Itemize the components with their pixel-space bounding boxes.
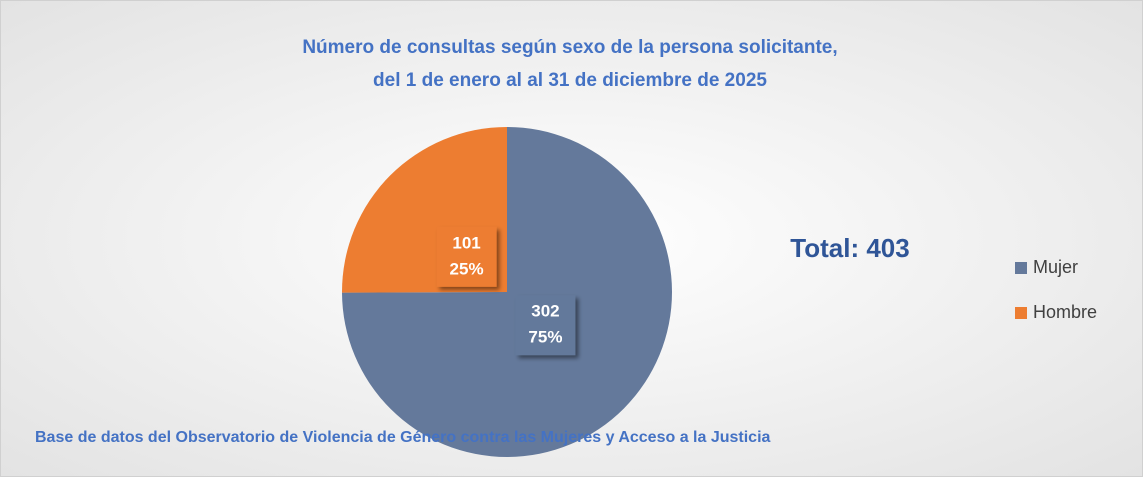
legend-swatch — [1015, 262, 1027, 274]
legend-label: Mujer — [1033, 257, 1078, 277]
data-label: 101 — [452, 233, 480, 252]
pie-slice — [342, 127, 672, 457]
legend-label: Hombre — [1033, 302, 1097, 322]
legend-swatch — [1015, 307, 1027, 319]
data-label: 302 — [531, 302, 559, 321]
data-label-box — [515, 295, 576, 356]
source: Base de datos del Observatorio de Violen… — [35, 429, 771, 446]
data-label: 75% — [528, 328, 562, 347]
chart-title: Número de consultas según sexo de la per… — [302, 37, 837, 58]
annotation: Total: 403 — [790, 233, 909, 263]
data-label: 25% — [450, 259, 484, 278]
data-label-box — [436, 226, 497, 287]
chart-title: del 1 de enero al al 31 de diciembre de … — [373, 70, 767, 91]
